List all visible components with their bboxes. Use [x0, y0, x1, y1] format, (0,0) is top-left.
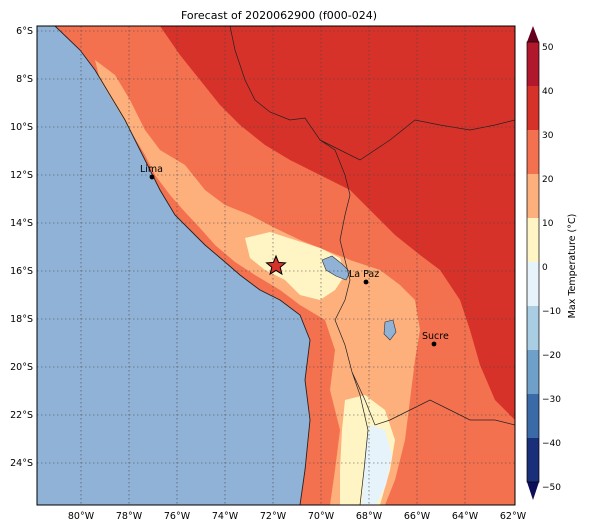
star-marker — [265, 254, 287, 276]
lat-tick: 18°S — [10, 314, 33, 325]
city-label-sucre: Sucre — [422, 331, 449, 342]
lon-tick: 76°W — [164, 511, 191, 522]
colorbar-band — [527, 394, 539, 438]
colorbar-band — [527, 262, 539, 306]
colorbar-tick: 30 — [542, 131, 554, 141]
colorbar-band — [527, 306, 539, 350]
colorbar-tick: −20 — [542, 351, 561, 361]
colorbar-bottom-extend — [527, 482, 539, 500]
lat-tick: 10°S — [10, 122, 33, 133]
figure-title: Forecast of 2020062900 (f000-024) — [181, 9, 377, 22]
colorbar-top-extend — [527, 26, 539, 42]
lon-tick: 78°W — [116, 511, 143, 522]
country-borders — [229, 26, 515, 505]
lon-tick-labels: 80°W 78°W 76°W 74°W 72°W 70°W 68°W 66°W … — [68, 511, 527, 522]
land-hot-30-40 — [160, 26, 515, 420]
lon-tick: 68°W — [356, 511, 383, 522]
lon-tick: 72°W — [260, 511, 287, 522]
lat-tick: 24°S — [10, 458, 33, 469]
land-cold-below-0 — [362, 425, 392, 505]
lat-tick: 12°S — [10, 170, 33, 181]
lake-poopo — [383, 319, 397, 341]
colorbar-band — [527, 438, 539, 482]
land-cool-10-20-coastal — [95, 60, 420, 505]
colorbar-tick: 10 — [542, 219, 554, 229]
lat-tick: 16°S — [10, 266, 33, 277]
city-label-la-paz: La Paz — [349, 269, 379, 280]
lon-tick: 74°W — [212, 511, 239, 522]
colorbar-tick-labels: 50 40 30 20 10 0 −10 −20 −30 −40 −50 — [542, 43, 561, 493]
coastline — [54, 26, 311, 505]
lon-tick: 70°W — [308, 511, 335, 522]
lon-tick: 80°W — [68, 511, 95, 522]
city-dot-lima — [149, 174, 155, 180]
lat-tick: 20°S — [10, 362, 33, 373]
colorbar-tick: −30 — [542, 395, 561, 405]
colorbar-band — [527, 130, 539, 174]
colorbar-band — [527, 42, 539, 86]
colorbar-band — [527, 174, 539, 218]
colorbar-tick: −50 — [542, 483, 561, 493]
lat-tick: 22°S — [10, 410, 33, 421]
lat-tick: 8°S — [16, 74, 33, 85]
city-label-lima: Lima — [140, 164, 163, 175]
city-dot-la-paz — [363, 279, 369, 285]
colorbar-tick: −40 — [542, 439, 561, 449]
colorbar-band — [527, 218, 539, 262]
colorbar-label: Max Temperature (°C) — [567, 214, 578, 319]
city-markers: Lima La Paz Sucre — [140, 164, 449, 347]
colorbar-tick: −10 — [542, 307, 561, 317]
lat-tick: 14°S — [10, 218, 33, 229]
colorbar: 50 40 30 20 10 0 −10 −20 −30 −40 −50 Max… — [526, 26, 578, 500]
colorbar-band — [527, 86, 539, 130]
colorbar-band — [527, 350, 539, 394]
map-panel: Lima La Paz Sucre — [36, 25, 516, 506]
lon-tick: 66°W — [404, 511, 431, 522]
lat-tick: 6°S — [16, 26, 33, 37]
colorbar-tick: 50 — [542, 43, 554, 53]
lake-titicaca — [321, 255, 351, 281]
colorbar-tick: 20 — [542, 175, 554, 185]
map-frame — [36, 25, 516, 506]
lon-tick: 64°W — [452, 511, 479, 522]
colorbar-tick: 40 — [542, 87, 554, 97]
land-mild-0-10-altiplano — [245, 232, 345, 300]
lon-tick: 62°W — [500, 511, 527, 522]
colorbar-tick: 0 — [542, 263, 548, 273]
colorbar-frame — [526, 41, 540, 483]
city-dot-sucre — [431, 341, 437, 347]
lat-tick-labels: 6°S 8°S 10°S 12°S 14°S 16°S 18°S 20°S 22… — [10, 26, 33, 469]
